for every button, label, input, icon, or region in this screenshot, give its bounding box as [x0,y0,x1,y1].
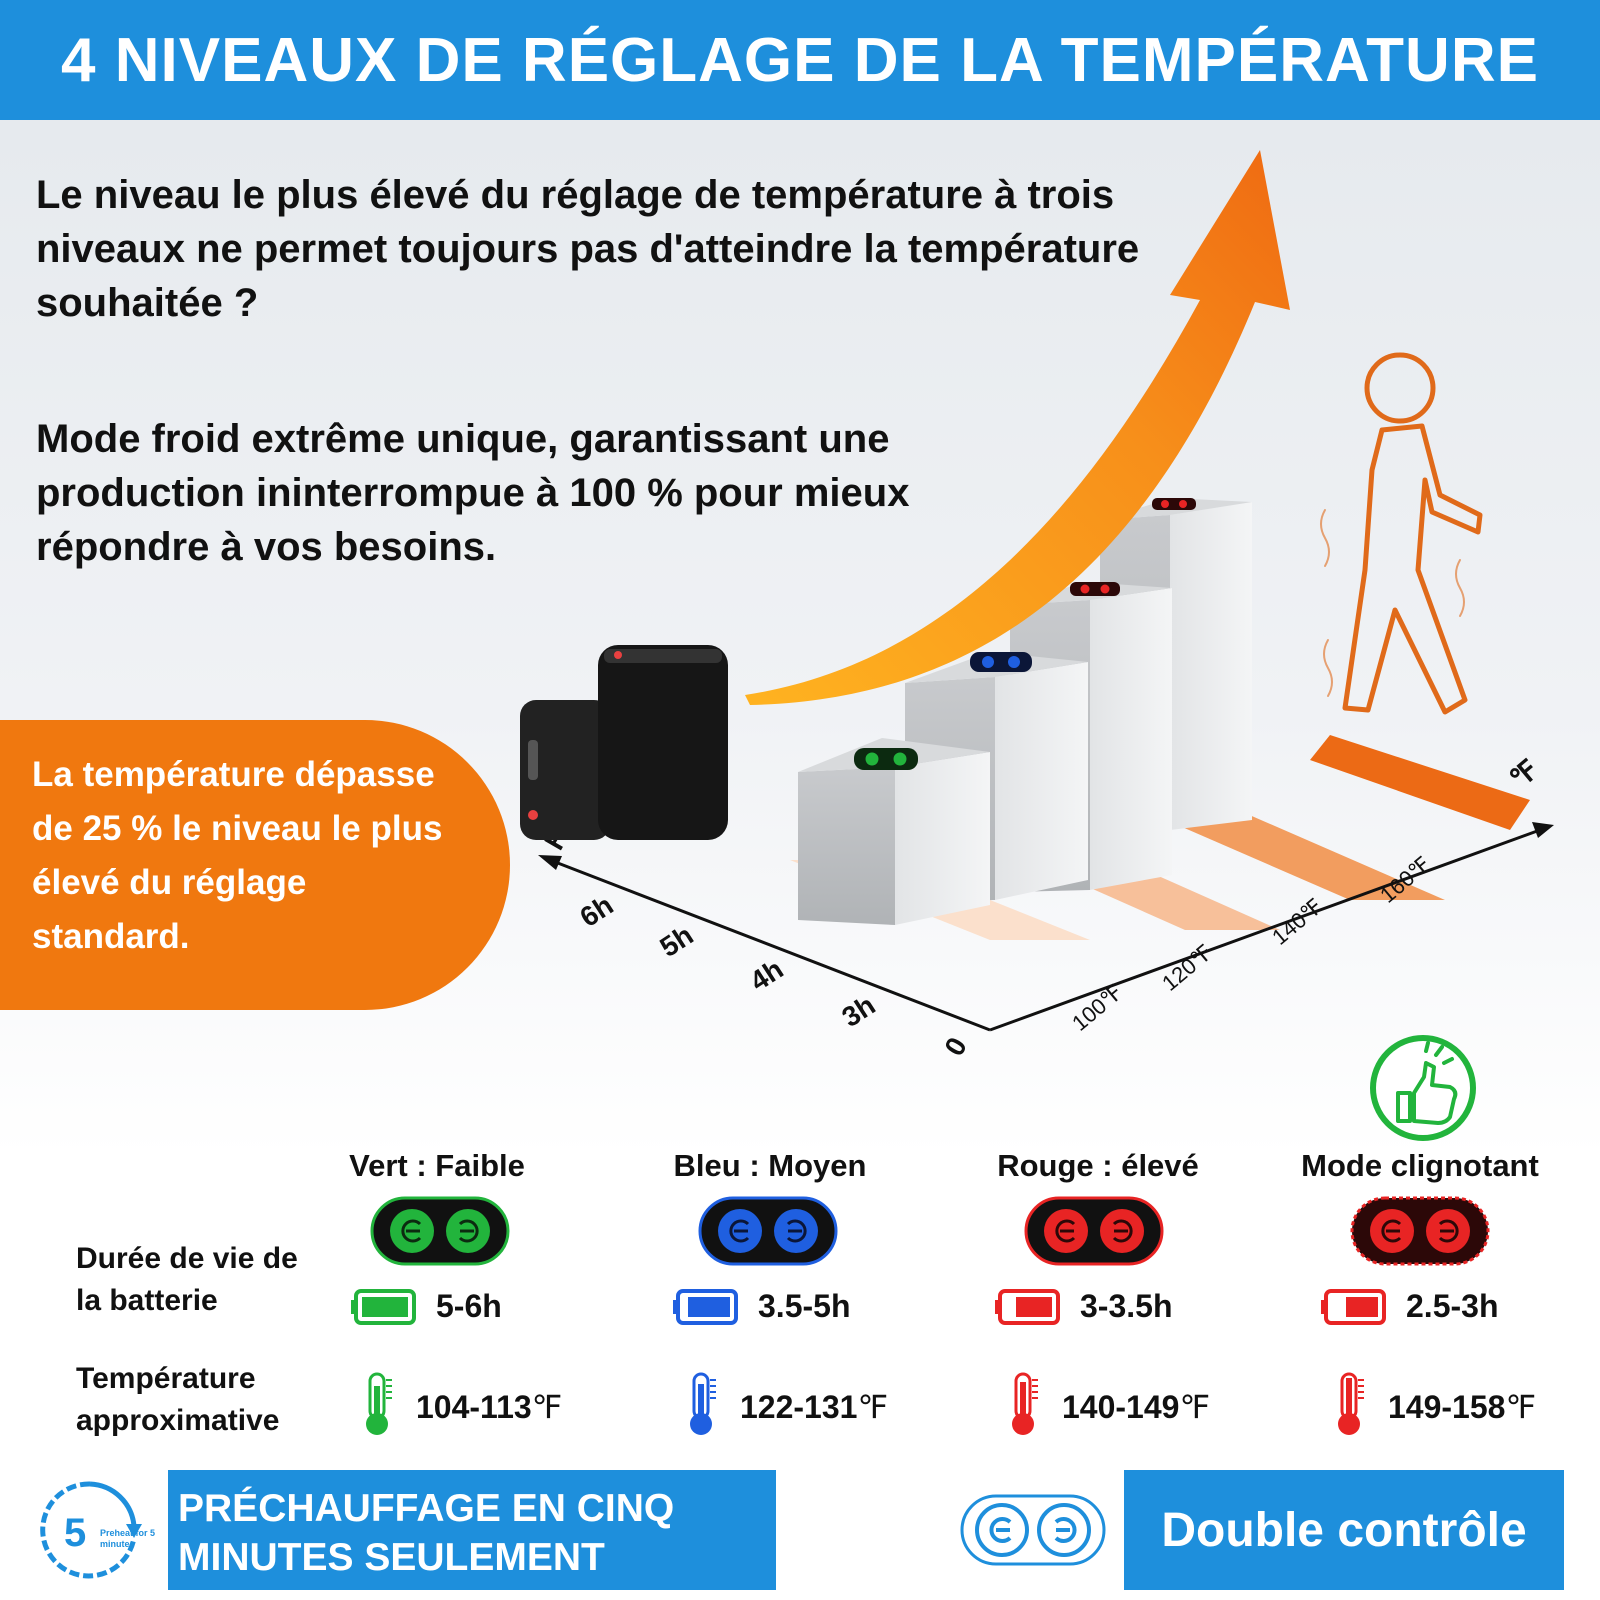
battery-value: 3-3.5h [1080,1288,1173,1324]
time-tick: 4h [744,953,788,997]
double-control-banner: Double contrôle [1124,1470,1564,1590]
preheat-banner: PRÉCHAUFFAGE EN CINQ MINUTES SEULEMENT [168,1470,776,1590]
temperature-chart-illustration: H ℉ 0 3h 4h 5h 6h 100℉ 120℉ 140℉ 160℉ [520,150,1554,1061]
temp-tick: 100℉ [1067,980,1127,1036]
battery-value: 2.5-3h [1406,1288,1499,1324]
control-buttons-icon [370,1196,510,1266]
temp-axis-label: ℉ [1504,754,1544,795]
temp-tick: 120℉ [1157,940,1217,996]
time-tick: 3h [836,989,880,1033]
thermometer-icon [690,1372,716,1435]
thermometer-icon [1012,1372,1038,1435]
origin-label: 0 [938,1032,973,1061]
header-banner: 4 NIVEAUX DE RÉGLAGE DE LA TEMPÉRATURE [0,0,1600,120]
battery-value: 3.5-5h [758,1288,851,1324]
battery-icon [995,1289,1060,1325]
battery-icon [673,1289,738,1325]
rising-arrow [745,150,1290,705]
control-buttons-icon [698,1196,838,1266]
bar-level-1 [798,738,990,925]
temperature-value: 149-158℉ [1388,1389,1536,1425]
battery-icon [1321,1289,1386,1325]
page-title: 4 NIVEAUX DE RÉGLAGE DE LA TEMPÉRATURE [61,25,1539,95]
temperature-badge: La température dépasse de 25 % le niveau… [0,720,510,1010]
temp-tick: 140℉ [1267,894,1327,950]
temperature-value: 122-131℉ [740,1389,888,1425]
level-title: Rouge : élevé [997,1148,1199,1183]
level-title: Mode clignotant [1301,1148,1539,1183]
level-title: Bleu : Moyen [673,1148,867,1183]
temperature-value: 140-149℉ [1062,1389,1210,1425]
dual-control-icon [960,1494,1106,1566]
thumbs-up-icon [1370,1035,1476,1141]
intro-question: Le niveau le plus élevé du réglage de te… [36,173,1140,325]
time-tick: 6h [574,889,618,933]
heater-device-icon [520,645,728,840]
extreme-mode-description: Mode froid extrême unique, garantissant … [36,417,910,569]
preheat-small-text: Preheat for 5 minutes [100,1528,156,1549]
battery-life-label: Durée de vie de la batterie [76,1242,298,1317]
flashing-control-buttons-icon [1350,1196,1490,1266]
walking-person-icon [1320,352,1483,715]
thermometer-icon [1338,1372,1364,1435]
preheat-number: 5 [64,1511,86,1555]
temperature-value: 104-113℉ [416,1389,563,1425]
double-control-label: Double contrôle [1161,1503,1527,1557]
time-tick: 5h [654,919,698,963]
timer-icon: 5 Preheat for 5 minutes [40,1481,156,1579]
preheat-label: PRÉCHAUFFAGE EN CINQ MINUTES SEULEMENT [178,1487,675,1579]
battery-value: 5-6h [436,1288,502,1324]
control-buttons-icon [1024,1196,1164,1266]
temperature-label: Température approximative [76,1362,280,1437]
chart-axes [538,822,1554,1032]
battery-full-icon [351,1289,416,1325]
badge-text: La température dépasse de 25 % le niveau… [32,755,443,956]
thermometer-icon [366,1372,392,1435]
level-title: Vert : Faible [349,1148,525,1183]
